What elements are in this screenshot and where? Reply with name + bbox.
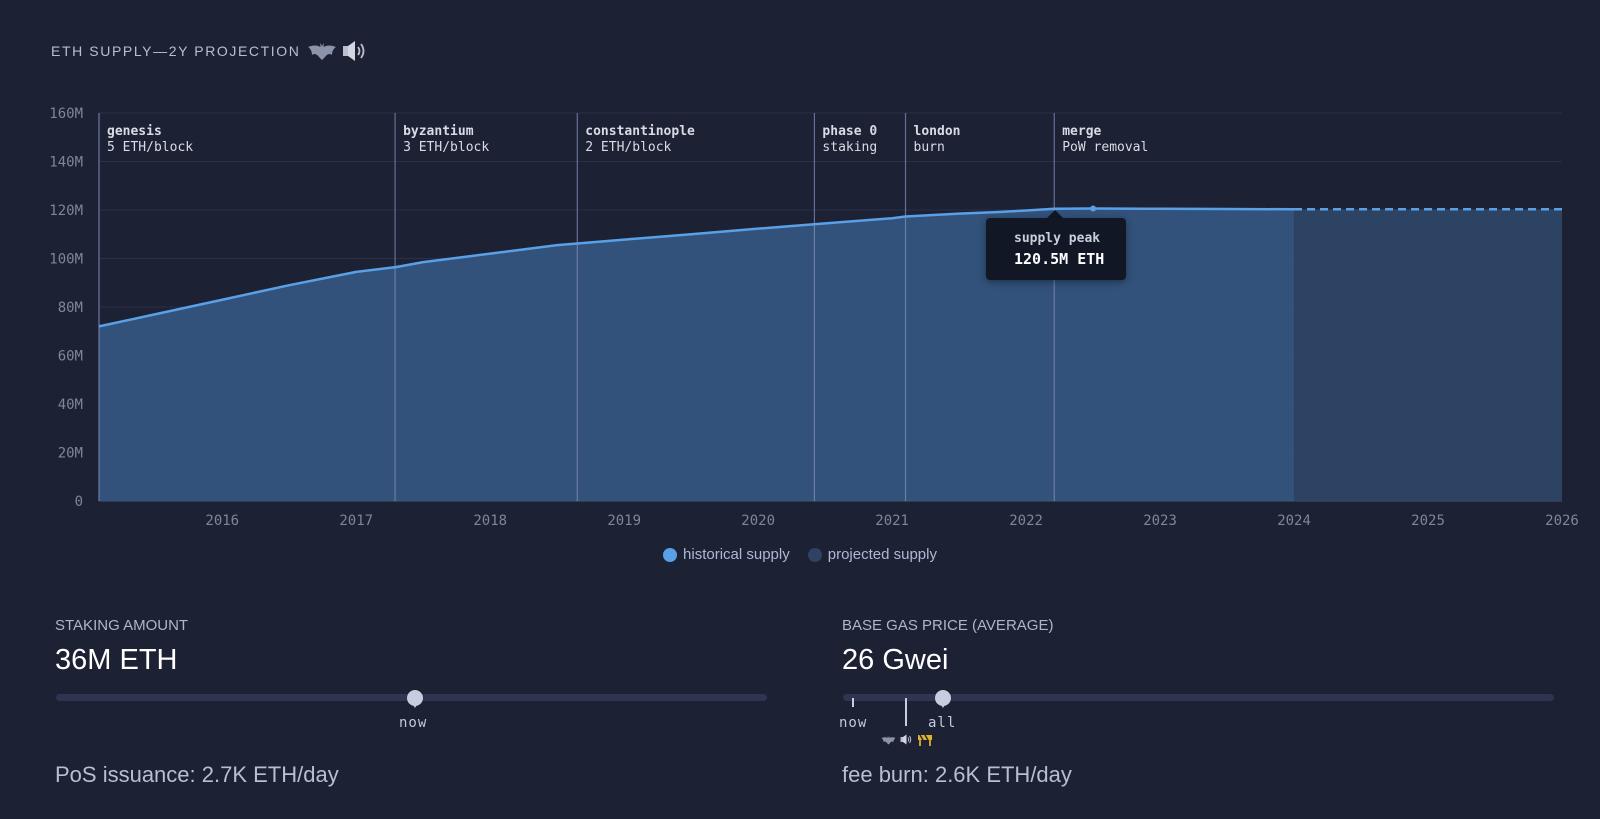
y-tick-label: 100M — [49, 252, 83, 268]
y-tick-label: 40M — [58, 397, 83, 413]
projected-dot-icon — [807, 547, 822, 562]
supply-peak-tooltip: supply peak 120.5M ETH — [986, 218, 1126, 280]
gas-all-tick — [905, 698, 907, 726]
bat-icon — [307, 41, 337, 61]
gas-panel: BASE GAS PRICE (AVERAGE) 26 Gwei — [842, 617, 1053, 677]
event-name: constantinople — [585, 124, 695, 139]
x-tick-label: 2019 — [607, 513, 641, 529]
x-tick-label: 2025 — [1411, 513, 1445, 529]
event-name: genesis — [107, 124, 162, 139]
y-tick-label: 0 — [75, 494, 83, 510]
y-tick-label: 160M — [49, 106, 83, 122]
staking-panel: STAKING AMOUNT 36M ETH — [55, 617, 188, 677]
gas-value: 26 Gwei — [842, 644, 949, 676]
chart-title-text: ETH SUPPLY—2Y PROJECTION — [51, 43, 301, 59]
x-tick-label: 2023 — [1143, 513, 1177, 529]
event-detail: 2 ETH/block — [585, 140, 671, 155]
legend-item-projected[interactable]: projected supply — [807, 546, 937, 563]
legend-label: historical supply — [683, 546, 790, 563]
x-tick-label: 2026 — [1545, 513, 1579, 529]
staking-slider-handle[interactable] — [407, 690, 423, 708]
gas-slider-handle[interactable] — [935, 690, 951, 708]
historical-dot-icon — [663, 547, 678, 562]
pos-issuance-text: PoS issuance: 2.7K ETH/day — [55, 762, 339, 787]
speaker-icon — [899, 733, 914, 746]
y-tick-label: 120M — [49, 203, 83, 219]
legend-item-historical[interactable]: historical supply — [663, 546, 790, 563]
event-name: london — [914, 124, 961, 139]
chart-legend: historical supply projected supply — [0, 546, 1600, 563]
gas-marker-icons — [881, 733, 933, 746]
gas-label: BASE GAS PRICE (AVERAGE) — [842, 617, 1054, 634]
y-tick-label: 80M — [58, 300, 83, 316]
historical-supply-area — [99, 208, 1295, 502]
x-tick-label: 2016 — [205, 513, 239, 529]
event-detail: PoW removal — [1062, 140, 1148, 155]
gas-now-marker: now — [839, 715, 868, 731]
event-detail: 5 ETH/block — [107, 140, 193, 155]
x-tick-label: 2022 — [1009, 513, 1043, 529]
x-tick-label: 2017 — [339, 513, 373, 529]
staking-label: STAKING AMOUNT — [55, 617, 189, 634]
staking-result-panel: PoS issuance: 2.7K ETH/day — [55, 762, 339, 788]
bat-icon — [881, 735, 896, 745]
y-tick-label: 20M — [58, 446, 83, 462]
event-detail: 3 ETH/block — [403, 140, 489, 155]
projected-supply-area — [1294, 209, 1562, 501]
x-tick-label: 2021 — [875, 513, 909, 529]
tooltip-label: supply peak — [1014, 231, 1101, 246]
x-tick-label: 2020 — [741, 513, 775, 529]
gas-now-tick — [852, 698, 854, 707]
event-name: merge — [1062, 124, 1101, 139]
gas-all-marker: all — [928, 715, 957, 731]
y-tick-label: 140M — [49, 155, 83, 171]
historical-supply-line — [98, 207, 1295, 328]
event-detail: staking — [822, 140, 877, 155]
fee-burn-text: fee burn: 2.6K ETH/day — [842, 762, 1072, 787]
event-name: phase 0 — [822, 124, 877, 139]
staking-now-marker: now — [399, 715, 428, 731]
gas-slider-track[interactable] — [843, 694, 1554, 701]
legend-label: projected supply — [827, 546, 937, 563]
supply-peak-point — [1090, 205, 1097, 212]
tooltip-value: 120.5M ETH — [1014, 250, 1105, 268]
speaker-icon — [341, 38, 369, 64]
event-name: byzantium — [403, 124, 474, 139]
chart-title: ETH SUPPLY—2Y PROJECTION — [51, 38, 369, 64]
tooltip-arrow — [1047, 210, 1063, 218]
x-tick-label: 2018 — [473, 513, 507, 529]
x-tick-label: 2024 — [1277, 513, 1311, 529]
staking-value: 36M ETH — [55, 644, 178, 676]
barrier-icon — [917, 733, 933, 746]
event-detail: burn — [914, 140, 945, 155]
y-tick-label: 60M — [58, 349, 83, 365]
gas-result-panel: fee burn: 2.6K ETH/day — [842, 762, 1072, 788]
